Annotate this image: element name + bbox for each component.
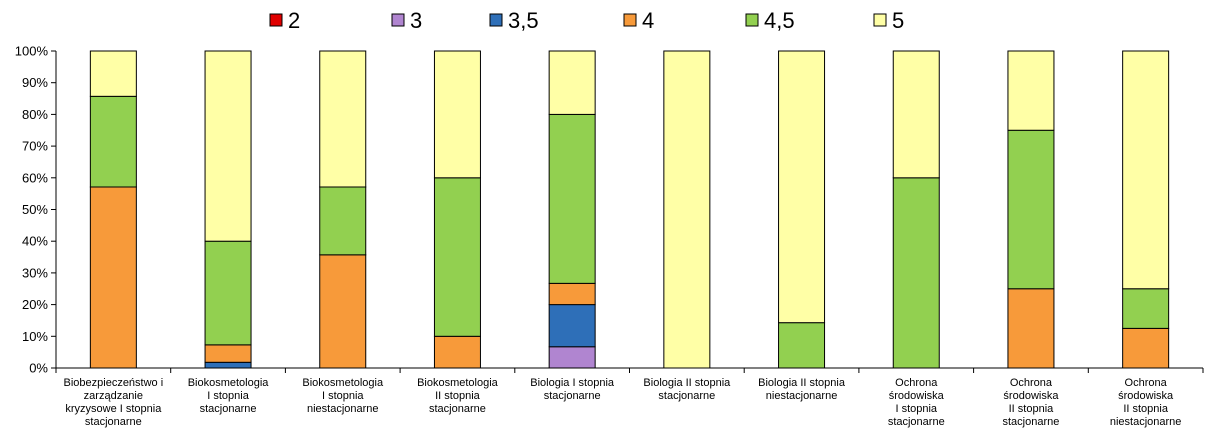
bar-segment-8-3 (1007, 288, 1055, 369)
y-tick-label-10: 100% (15, 44, 49, 59)
x-category-label-1-2: stacjonarne (200, 403, 257, 415)
legend-label-3: 4 (642, 8, 654, 33)
bar-segment-1-5 (204, 50, 252, 242)
bar-segment-7-5 (892, 50, 940, 179)
bar-segment-9-5 (1122, 50, 1170, 290)
legend: 2 3 3,5 4 4,5 5 (269, 8, 904, 33)
y-tick-label-4: 40% (22, 234, 48, 249)
legend-swatch-0 (269, 13, 283, 27)
legend-label-5: 5 (892, 8, 904, 33)
bar-segment-3-4 (433, 177, 481, 337)
x-axis: Biobezpieczeństwo izarządzaniekryzysowe … (55, 367, 1204, 428)
legend-swatch-1 (391, 13, 405, 27)
bar-segment-0-4 (89, 95, 137, 188)
legend-label-4: 4,5 (764, 8, 795, 33)
y-tick-label-3: 30% (22, 265, 48, 280)
x-category-label-3-1: II stopnia (435, 390, 481, 402)
x-category-label-1-1: I stopnia (207, 390, 249, 402)
x-category-label-2-1: I stopnia (322, 390, 364, 402)
bar-segment-5-5 (663, 50, 711, 369)
bar-segment-4-4 (548, 113, 596, 284)
y-tick-label-5: 50% (22, 202, 48, 217)
bar-segment-0-5 (89, 50, 137, 97)
x-category-label-8-3: stacjonarne (1003, 416, 1060, 428)
x-category-label-9-2: II stopnia (1123, 403, 1169, 415)
y-axis: 0% 10% 20% 30% 40% 50% 60% 70% 80% 90% 100% (15, 44, 57, 376)
legend-swatch-2 (489, 13, 503, 27)
x-category-label-0-1: zarządzanie (84, 390, 143, 402)
legend-label-1: 3 (410, 8, 422, 33)
bar-segment-1-3 (204, 344, 252, 363)
bar-segment-4-3 (548, 282, 596, 306)
bars (89, 50, 1170, 369)
legend-swatch-3 (623, 13, 637, 27)
x-category-label-0-2: kryzysowe I stopnia (65, 403, 162, 415)
x-category-label-4-1: stacjonarne (544, 390, 601, 402)
x-category-label-9-0: Ochrona (1125, 377, 1168, 389)
x-category-label-5-0: Biologia II stopnia (643, 377, 731, 389)
x-category-label-8-2: II stopnia (1009, 403, 1055, 415)
bar-segment-4-5 (548, 50, 596, 115)
y-tick-label-7: 70% (22, 139, 48, 154)
bar-segment-9-4 (1122, 288, 1170, 329)
bar-segment-2-5 (319, 50, 367, 188)
bar-segment-1-4 (204, 240, 252, 346)
x-category-label-7-1: środowiska (889, 390, 945, 402)
x-category-label-2-0: Biokosmetologia (302, 377, 384, 389)
bar-segment-7-4 (892, 177, 940, 369)
bar-segment-1-2 (204, 361, 252, 369)
x-category-label-5-1: stacjonarne (658, 390, 715, 402)
y-tick-label-9: 90% (22, 75, 48, 90)
y-tick-label-2: 20% (22, 297, 48, 312)
bar-segment-0-3 (89, 186, 137, 369)
x-category-label-0-3: stacjonarne (85, 416, 142, 428)
x-category-label-7-0: Ochrona (895, 377, 938, 389)
legend-swatch-5 (873, 13, 887, 27)
x-category-label-1-0: Biokosmetologia (188, 377, 270, 389)
bar-segment-3-3 (433, 335, 481, 369)
bar-segment-2-4 (319, 186, 367, 256)
legend-swatch-4 (745, 13, 759, 27)
y-tick-label-6: 60% (22, 170, 48, 185)
bar-segment-8-4 (1007, 129, 1055, 290)
bar-segment-2-3 (319, 254, 367, 369)
y-tick-label-8: 80% (22, 107, 48, 122)
x-category-label-3-2: stacjonarne (429, 403, 486, 415)
x-category-label-6-1: niestacjonarne (766, 390, 838, 402)
x-category-label-2-2: niestacjonarne (307, 403, 379, 415)
y-tick-label-0: 0% (29, 361, 48, 376)
x-category-label-8-1: środowiska (1003, 390, 1059, 402)
x-category-label-4-0: Biologia I stopnia (530, 377, 615, 389)
x-category-label-7-3: stacjonarne (888, 416, 945, 428)
legend-label-2: 3,5 (508, 8, 539, 33)
bar-segment-4-1 (548, 346, 596, 369)
bar-segment-8-5 (1007, 50, 1055, 131)
x-category-label-9-1: środowiska (1118, 390, 1174, 402)
x-category-label-3-0: Biokosmetologia (417, 377, 499, 389)
x-category-label-7-2: I stopnia (895, 403, 937, 415)
bar-segment-6-4 (778, 322, 826, 369)
bar-segment-4-2 (548, 304, 596, 348)
bar-segment-3-5 (433, 50, 481, 179)
bar-segment-9-3 (1122, 327, 1170, 369)
x-category-label-8-0: Ochrona (1010, 377, 1053, 389)
x-category-label-6-0: Biologia II stopnia (758, 377, 846, 389)
legend-label-0: 2 (288, 8, 300, 33)
x-category-label-9-3: niestacjonarne (1110, 416, 1182, 428)
bar-segment-6-5 (778, 50, 826, 324)
x-category-label-0-0: Biobezpieczeństwo i (64, 377, 164, 389)
y-tick-label-1: 10% (22, 329, 48, 344)
